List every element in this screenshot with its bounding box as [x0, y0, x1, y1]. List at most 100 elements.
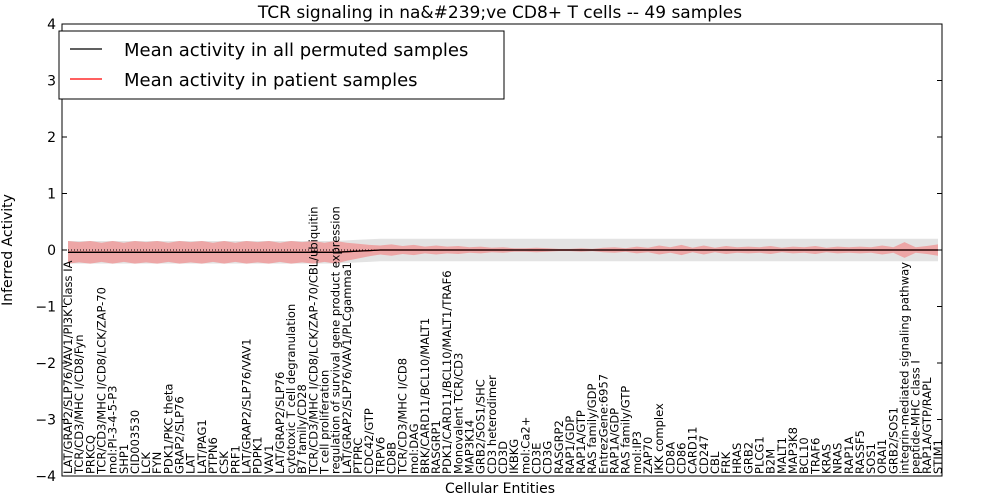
x-tick-label: CSK [217, 451, 231, 474]
x-tick-label: peptide-MHC class I [909, 360, 923, 474]
x-tick-label: NRAS [831, 443, 845, 474]
x-tick-label: CID003530 [128, 410, 142, 474]
x-tick-label: TRPV6 [373, 437, 387, 475]
y-tick-label: 1 [47, 187, 56, 203]
x-tick-label: RAP1A/GTP [574, 410, 588, 474]
x-tick-label: regulation of survival gene product expr… [329, 206, 343, 474]
x-tick-label: RAS family/GTP [619, 386, 633, 474]
x-tick-label: LAT/GRAP2/SLP76/VAV1 [240, 338, 254, 474]
x-tick-label: integrin-mediated signaling pathway [898, 262, 912, 474]
y-axis-title: Inferred Activity [0, 194, 16, 306]
x-tick-label: SOS1 [864, 443, 878, 474]
x-tick-label: HRAS [730, 443, 744, 474]
x-tick-label: RAP1/GDP [563, 416, 577, 474]
y-tick-label: −2 [35, 356, 56, 372]
x-tick-label: RASGRP2 [552, 420, 566, 474]
y-tick-label: 2 [47, 130, 56, 146]
x-tick-label: cytotoxic T cell degranulation [284, 304, 298, 474]
x-tick-label: CD3 heterodimer [485, 375, 499, 474]
x-tick-label: PTPRC [351, 438, 365, 474]
x-tick-label: CD3D [496, 441, 510, 474]
x-tick-label: CD3G [541, 441, 555, 474]
permuted-band [68, 238, 938, 264]
x-tick-label: KRAS [820, 444, 834, 474]
x-tick-label: RASGRP1 [429, 420, 443, 474]
x-tick-label: TRAF6 [808, 438, 822, 475]
x-tick-label: LCK [139, 452, 153, 474]
x-tick-label: ORAI1 [875, 439, 889, 474]
y-tick-label: −3 [35, 413, 56, 429]
x-tick-label: PDPK1 [251, 436, 265, 474]
chart-title: TCR signaling in na&#239;ve CD8+ T cells… [257, 3, 742, 23]
x-tick-label: mol:PI-3-4-5-P3 [106, 386, 120, 474]
x-tick-label: PDK1/PKC theta [161, 384, 175, 474]
x-tick-label: RASSF5 [853, 430, 867, 474]
legend-label-permuted: Mean activity in all permuted samples [124, 40, 468, 61]
x-tick-label: LAT [184, 452, 198, 474]
x-tick-label: MAP3K14 [463, 420, 477, 474]
x-tick-label: RAP1A/GDP [608, 408, 622, 474]
x-tick-label: GRB2/SOS1 [886, 407, 900, 474]
series-lines [68, 249, 938, 253]
x-tick-label: FYN [150, 452, 164, 474]
x-tick-label: TCR/CD3/MHC I/CD8/Fyn [72, 334, 86, 475]
legend: Mean activity in all permuted samples Me… [58, 30, 505, 100]
y-tick-label: −1 [35, 300, 56, 316]
x-axis-title: Cellular Entities [445, 481, 555, 497]
x-tick-label: LAT/GRAP2/SLP76/VAV1/PI3K Class IA [61, 260, 75, 474]
x-tick-label: RAP1A [842, 436, 856, 474]
x-tick-label: CD8B [385, 442, 399, 474]
plot-frame [61, 23, 943, 477]
x-tick-label: TCR/CD3/MHC I/CD8 [396, 358, 410, 475]
x-tick-label: mol:DAG [407, 423, 421, 474]
x-tick-label: SHP1 [117, 444, 131, 474]
x-tick-label: CDC42/GTP [362, 408, 376, 474]
x-tick-label: BCL10 [797, 437, 811, 474]
x-tick-label: CD86 [675, 443, 689, 475]
x-tick-label: EntrezGene:6957 [596, 374, 610, 474]
x-tick-label: CD3E [530, 443, 544, 474]
x-tick-label: GRB2/SOS1/SHC [474, 379, 488, 474]
x-tick-label: PTPN6 [206, 437, 220, 474]
x-tick-label: RAP1A/GTP/RAPL [920, 377, 934, 474]
x-tick-label: CBL [708, 451, 722, 474]
x-tick-label: PDK1/CARD11/BCL10/MALT1/TRAF6 [440, 270, 454, 474]
confidence-bands [68, 238, 938, 264]
x-tick-label: mol:IP3 [630, 431, 644, 474]
x-tick-labels: LAT/GRAP2/SLP76/VAV1/PI3K Class IATCR/CD… [61, 206, 945, 475]
x-tick-label: Monovalent TCR/CD3 [451, 353, 465, 474]
y-tick-label: −4 [35, 469, 56, 485]
y-tick-label: 4 [47, 17, 56, 33]
x-tick-label: TCR/CD3/MHC I/CD8/LCK/ZAP-70 [95, 287, 109, 475]
x-tick-label: ZAP70 [641, 437, 655, 474]
x-tick-label: T cell proliferation [318, 370, 332, 475]
y-tick-label: 3 [47, 74, 56, 90]
x-tick-label: IKBKG [507, 439, 521, 474]
x-tick-label: GRAP2/SLP76 [173, 396, 187, 474]
x-tick-label: VAV1 [262, 445, 276, 474]
x-tick-label: CD247 [697, 435, 711, 474]
x-tick-label: CARD11 [686, 427, 700, 474]
x-tick-label: B2M [764, 449, 778, 474]
x-tick-label: PLCG1 [753, 436, 767, 474]
x-tick-label: MALT1 [775, 437, 789, 474]
patient-band [68, 241, 938, 264]
x-tick-label: IKK complex [652, 403, 666, 474]
x-tick-label: RAS family/GDP [585, 383, 599, 473]
x-tick-label: mol:Ca2+ [518, 417, 532, 474]
x-tick-label: STIM1 [931, 439, 945, 474]
x-tick-label: TCR/CD3/MHC I/CD8/LCK/ZAP-70/CBL/ubiquit… [306, 206, 320, 475]
y-tick-label: 0 [47, 243, 56, 259]
x-tick-label: B7 family/CD28 [295, 384, 309, 474]
x-tick-label: FRK [719, 451, 733, 474]
x-tick-label: LAT/GRAP2/SLP76 [273, 372, 287, 474]
legend-box [58, 30, 505, 100]
x-tick-label: CD8A [663, 442, 677, 474]
legend-label-patient: Mean activity in patient samples [124, 70, 418, 91]
x-tick-label: LAT/GRAP2/SLP76/VAV1/PLCgamma1 [340, 262, 354, 474]
x-tick-label: GRB2 [741, 442, 755, 474]
x-tick-label: MAP3K8 [786, 427, 800, 474]
x-tick-label: PRF1 [228, 445, 242, 474]
x-tick-label: PRKCQ [83, 435, 97, 474]
